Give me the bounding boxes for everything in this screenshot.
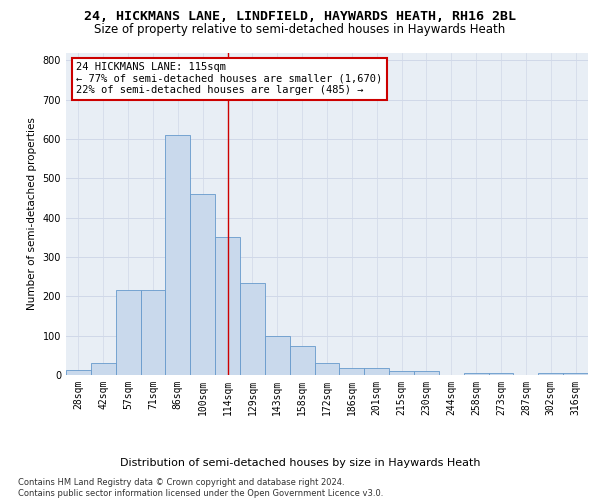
- Text: 24, HICKMANS LANE, LINDFIELD, HAYWARDS HEATH, RH16 2BL: 24, HICKMANS LANE, LINDFIELD, HAYWARDS H…: [84, 10, 516, 23]
- Text: Distribution of semi-detached houses by size in Haywards Heath: Distribution of semi-detached houses by …: [120, 458, 480, 468]
- Bar: [464, 373, 488, 375]
- Bar: [190, 194, 215, 375]
- Bar: [414, 371, 439, 375]
- Bar: [116, 290, 140, 375]
- Bar: [265, 336, 290, 375]
- Bar: [215, 238, 240, 375]
- Bar: [166, 135, 190, 375]
- Bar: [66, 370, 91, 375]
- Bar: [340, 368, 364, 375]
- Bar: [290, 346, 314, 375]
- Text: Contains HM Land Registry data © Crown copyright and database right 2024.
Contai: Contains HM Land Registry data © Crown c…: [18, 478, 383, 498]
- Bar: [389, 371, 414, 375]
- Bar: [240, 282, 265, 375]
- Bar: [563, 373, 588, 375]
- Bar: [538, 373, 563, 375]
- Text: Size of property relative to semi-detached houses in Haywards Heath: Size of property relative to semi-detach…: [94, 22, 506, 36]
- Bar: [140, 290, 166, 375]
- Y-axis label: Number of semi-detached properties: Number of semi-detached properties: [27, 118, 37, 310]
- Bar: [488, 373, 514, 375]
- Bar: [314, 363, 340, 375]
- Text: 24 HICKMANS LANE: 115sqm
← 77% of semi-detached houses are smaller (1,670)
22% o: 24 HICKMANS LANE: 115sqm ← 77% of semi-d…: [76, 62, 383, 96]
- Bar: [364, 368, 389, 375]
- Bar: [91, 363, 116, 375]
